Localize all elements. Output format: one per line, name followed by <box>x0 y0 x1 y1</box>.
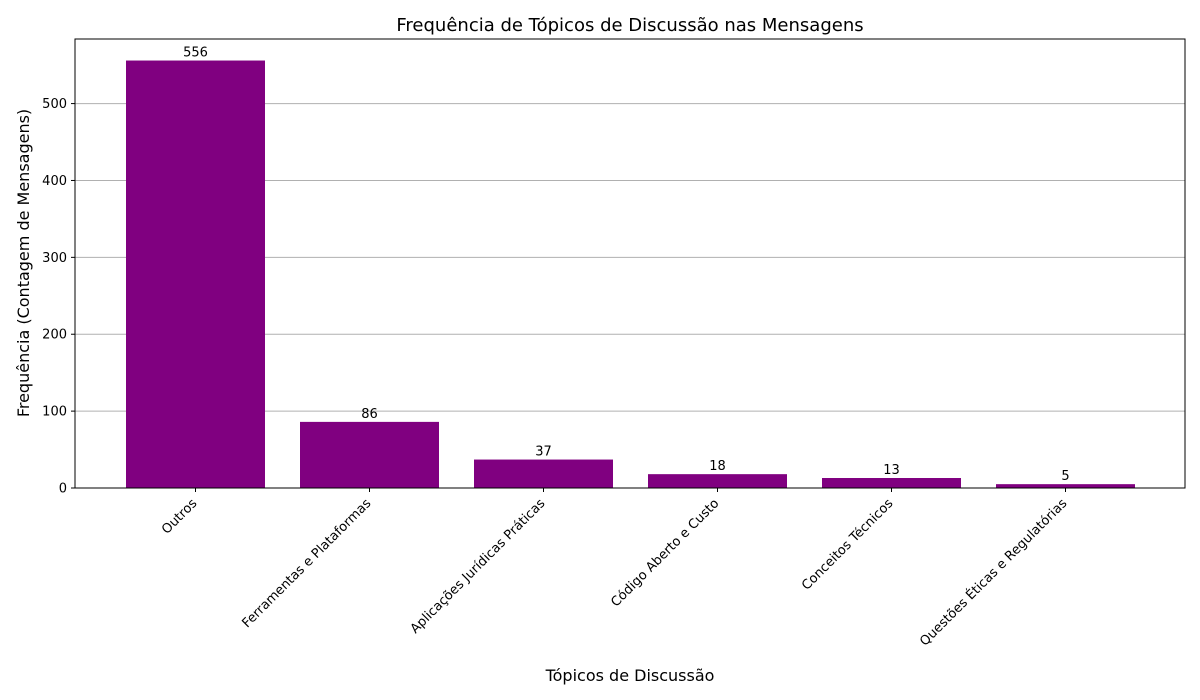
x-tick-label: Conceitos Técnicos <box>799 496 896 593</box>
x-axis-ticks: Outros Ferramentas e Plataformas Aplicaçõe… <box>159 488 1070 649</box>
bar <box>474 459 613 488</box>
y-tick-label: 100 <box>42 405 67 420</box>
y-tick-label: 300 <box>42 251 67 266</box>
x-tick-label: Código Aberto e Custo <box>608 496 722 610</box>
bar <box>996 484 1135 488</box>
y-axis-ticks: 0 100 200 300 400 500 <box>42 97 75 497</box>
bar-value-label: 37 <box>535 445 552 460</box>
y-tick-label: 500 <box>42 97 67 112</box>
x-tick-label: Ferramentas e Plataformas <box>239 496 374 631</box>
x-tick-label: Outros <box>159 496 200 537</box>
y-tick-label: 200 <box>42 328 67 343</box>
bar-value-label: 5 <box>1061 469 1069 484</box>
bar <box>822 478 961 488</box>
bar <box>126 60 265 488</box>
x-axis-label: Tópicos de Discussão <box>545 666 715 685</box>
bar <box>300 421 439 488</box>
bar-value-label: 556 <box>183 46 208 61</box>
bar-value-label: 18 <box>709 459 726 474</box>
plot-frame <box>74 38 1186 489</box>
bar-value-label: 86 <box>361 407 378 422</box>
bar <box>648 474 787 488</box>
data-labels: 556 86 37 18 13 5 <box>183 46 1070 485</box>
bar-value-label: 13 <box>883 463 900 478</box>
x-tick-label: Questões Éticas e Regulatórias <box>916 495 1070 649</box>
x-tick-label: Aplicações Jurídicas Práticas <box>408 496 549 637</box>
y-tick-label: 0 <box>59 482 67 497</box>
bars <box>126 60 1135 488</box>
chart-title: Frequência de Tópicos de Discussão nas M… <box>396 15 863 36</box>
y-axis-label: Frequência (Contagem de Mensagens) <box>14 109 33 417</box>
y-tick-label: 400 <box>42 174 67 189</box>
